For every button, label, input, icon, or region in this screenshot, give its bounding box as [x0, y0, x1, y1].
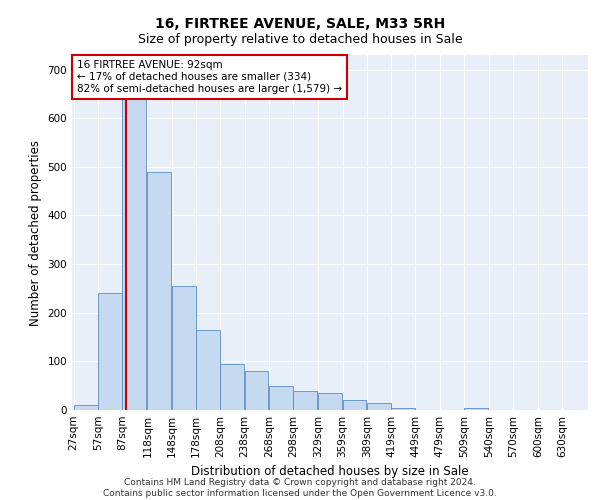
Bar: [391, 408, 415, 410]
Bar: [269, 386, 293, 410]
Bar: [318, 393, 342, 410]
Y-axis label: Number of detached properties: Number of detached properties: [29, 140, 42, 326]
X-axis label: Distribution of detached houses by size in Sale: Distribution of detached houses by size …: [191, 466, 469, 478]
Bar: [220, 364, 244, 410]
Bar: [245, 371, 268, 410]
Bar: [172, 286, 196, 410]
Bar: [122, 84, 146, 410]
Bar: [148, 172, 171, 410]
Bar: [343, 400, 367, 410]
Bar: [98, 294, 122, 410]
Text: Size of property relative to detached houses in Sale: Size of property relative to detached ho…: [137, 32, 463, 46]
Text: 16, FIRTREE AVENUE, SALE, M33 5RH: 16, FIRTREE AVENUE, SALE, M33 5RH: [155, 18, 445, 32]
Bar: [464, 408, 488, 410]
Bar: [196, 330, 220, 410]
Text: Contains HM Land Registry data © Crown copyright and database right 2024.
Contai: Contains HM Land Registry data © Crown c…: [103, 478, 497, 498]
Bar: [293, 390, 317, 410]
Bar: [74, 405, 98, 410]
Text: 16 FIRTREE AVENUE: 92sqm
← 17% of detached houses are smaller (334)
82% of semi-: 16 FIRTREE AVENUE: 92sqm ← 17% of detach…: [77, 60, 342, 94]
Bar: [367, 402, 391, 410]
